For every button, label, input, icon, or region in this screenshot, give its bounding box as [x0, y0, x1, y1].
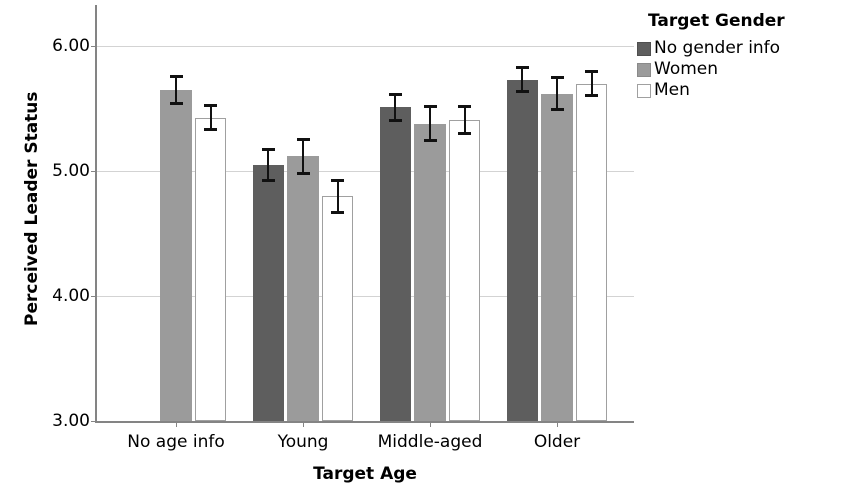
error-bar-cap-bottom	[458, 131, 472, 135]
legend-item: No gender info	[637, 38, 785, 59]
error-bar-cap-top	[458, 105, 472, 109]
bar-no-gender-info	[252, 165, 284, 422]
error-bar-line	[267, 148, 270, 182]
x-tick-label: Older	[533, 432, 581, 452]
error-bar-cap-top	[515, 66, 529, 70]
x-tick-label: Young	[277, 432, 329, 452]
error-bar-line	[521, 67, 524, 93]
error-bar-line	[429, 106, 431, 142]
gridline	[96, 170, 634, 172]
legend-swatch-icon	[637, 41, 651, 56]
x-axis-tick	[557, 422, 558, 427]
bar-men	[195, 117, 227, 422]
y-axis-title: Perceived Leader Status	[22, 91, 42, 327]
error-bar-cap-bottom	[388, 119, 402, 123]
error-bar-cap-top	[585, 70, 599, 74]
y-axis-tick	[91, 170, 96, 172]
error-bar-cap-bottom	[169, 101, 183, 105]
error-bar-cap-bottom	[331, 210, 345, 214]
error-bar-line	[336, 180, 339, 213]
error-bar-cap-top	[261, 147, 275, 151]
error-bar-line	[175, 76, 177, 104]
x-tick-label: No age info	[127, 432, 225, 452]
legend-label: Men	[654, 80, 690, 100]
error-bar-line	[590, 71, 593, 97]
y-axis-tick	[91, 45, 96, 47]
error-bar-cap-bottom	[261, 179, 275, 183]
error-bar-line	[209, 104, 212, 130]
bar-men	[576, 83, 608, 422]
error-bar-line	[394, 93, 397, 122]
y-tick-label: 5.00	[52, 160, 90, 181]
legend-entries: No gender info Women Men	[637, 38, 785, 101]
y-axis-tick	[91, 295, 96, 297]
y-tick-label: 6.00	[52, 35, 90, 56]
x-axis-tick	[430, 422, 431, 427]
bar-women	[287, 156, 319, 422]
x-axis-tick	[303, 422, 304, 427]
legend-item: Men	[637, 80, 785, 101]
legend-item: Women	[637, 59, 785, 80]
error-bar-cap-top	[296, 137, 310, 141]
y-tick-label: 4.00	[52, 285, 90, 306]
error-bar-cap-top	[169, 75, 183, 79]
y-axis-tick	[91, 421, 96, 422]
error-bar-cap-top	[550, 76, 564, 80]
x-axis-tick	[176, 422, 177, 427]
bar-women	[414, 123, 446, 422]
bar-men	[322, 196, 354, 422]
error-bar-cap-bottom	[296, 171, 310, 175]
error-bar-cap-top	[204, 103, 218, 107]
error-bar-cap-bottom	[423, 139, 437, 143]
y-axis-line	[95, 5, 97, 422]
error-bar-cap-top	[423, 105, 437, 109]
bar-no-gender-info	[379, 107, 411, 422]
error-bar-line	[556, 77, 558, 110]
error-bar-cap-bottom	[550, 108, 564, 111]
gridline	[96, 295, 634, 297]
legend-swatch-icon	[637, 83, 651, 98]
bar-women	[541, 93, 573, 422]
error-bar-cap-top	[331, 179, 345, 183]
error-bar-cap-top	[388, 92, 402, 96]
bar-women	[160, 89, 192, 422]
error-bar-cap-bottom	[585, 94, 599, 98]
error-bar-line	[463, 106, 466, 134]
error-bar-line	[302, 138, 304, 174]
bar-no-gender-info	[506, 79, 538, 422]
bar-men	[449, 120, 481, 422]
y-tick-label: 3.00	[52, 411, 90, 431]
x-axis-title: Target Age	[313, 464, 417, 484]
error-bar-cap-bottom	[515, 90, 529, 94]
x-tick-label: Middle-aged	[377, 432, 483, 452]
x-axis-line	[95, 421, 634, 423]
gridline	[96, 45, 634, 47]
legend-label: Women	[654, 59, 719, 79]
legend: Target Gender No gender info Women Men	[637, 11, 785, 101]
legend-title: Target Gender	[648, 11, 785, 31]
error-bar-cap-bottom	[204, 128, 218, 132]
legend-swatch-icon	[637, 62, 651, 77]
legend-label: No gender info	[654, 38, 781, 58]
